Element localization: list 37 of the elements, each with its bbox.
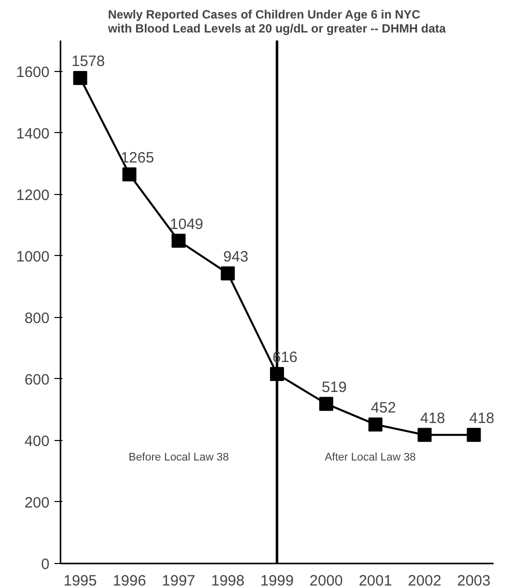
data-label: 1049 [170, 216, 204, 233]
point [418, 428, 432, 442]
y-tick-label: 800 [24, 310, 50, 327]
x-tick-label: 1997 [162, 572, 196, 588]
y-tick-label: 600 [24, 371, 50, 388]
y-tick-label: 1200 [16, 186, 50, 204]
y-tick-label: 1000 [16, 248, 50, 266]
annotation: Before Local Law 38 [128, 452, 229, 464]
data-label: 1578 [71, 53, 105, 70]
x-tick-label: 2002 [408, 572, 442, 588]
chart-title: Newly Reported Cases of Children Under Age 6 in NYC with Blood Lead Levels at 20 ug/dL or greater -- DHMH data [106, 8, 446, 36]
point [466, 428, 481, 442]
data-label: 1265 [120, 149, 154, 166]
y-tick-label: 1600 [16, 64, 50, 81]
data-label: 452 [370, 399, 396, 416]
point [319, 396, 334, 411]
point [172, 234, 186, 248]
x-tick-label: 2000 [310, 572, 343, 588]
annotation: After Local Law 38 [324, 452, 416, 464]
x-tick-label: 1996 [112, 572, 146, 588]
y-tick-label: 400 [24, 432, 50, 450]
y-tick-label: 200 [24, 494, 50, 512]
x-tick-label: 2001 [358, 572, 392, 588]
point [73, 71, 88, 86]
point [122, 167, 136, 182]
y-tick-label: 1400 [16, 125, 50, 142]
data-label: 418 [420, 410, 446, 427]
x-tick-label: 1998 [211, 572, 244, 588]
x-tick-label: 1995 [63, 572, 97, 588]
point [220, 266, 235, 280]
point [368, 417, 382, 432]
x-tick-label: 2003 [457, 572, 491, 588]
data-label: 943 [223, 248, 248, 266]
data-label: 418 [469, 410, 494, 427]
x-tick-label: 1999 [260, 572, 294, 588]
y-tick-label: 0 [41, 556, 50, 573]
data-label: 519 [322, 378, 347, 396]
